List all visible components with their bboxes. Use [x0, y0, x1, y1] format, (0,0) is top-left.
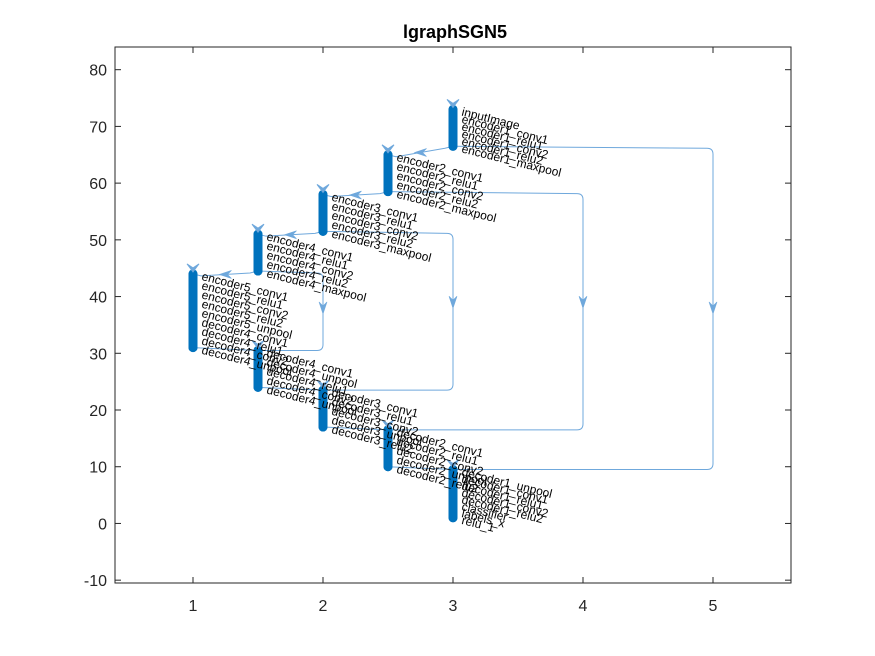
edge-arrowhead — [448, 296, 458, 310]
y-tick-label: 0 — [98, 516, 107, 533]
edge-arrowhead — [283, 230, 297, 240]
node-marker — [318, 226, 328, 236]
flow-edge — [387, 466, 454, 471]
x-tick-label: 5 — [709, 598, 718, 615]
column-entry-arrow — [381, 419, 395, 429]
column-labels: decoder1_unpooldecoder1_conv1decoder1_re… — [460, 465, 553, 535]
flow-edge — [192, 347, 259, 351]
column-entry-arrow — [316, 184, 330, 194]
edge-arrowhead — [218, 270, 232, 279]
node-marker — [448, 513, 458, 523]
skip-edge — [387, 191, 584, 431]
x-tick-label: 1 — [189, 598, 198, 615]
node-marker — [253, 382, 263, 392]
y-tick-label: 50 — [89, 233, 107, 250]
y-tick-label: 20 — [89, 403, 107, 420]
axes: 1 2 3 4 5 -10 0 10 20 30 40 50 60 70 80 — [84, 46, 792, 615]
x-tick-label: 3 — [449, 598, 458, 615]
y-tick-label: 30 — [89, 346, 107, 363]
column-entry-arrow — [186, 263, 200, 273]
edge-arrowhead — [578, 296, 588, 310]
edge-arrowhead — [708, 301, 718, 315]
y-tick-label: 80 — [89, 63, 107, 80]
column-entry-arrow — [446, 459, 460, 469]
column-entry-arrow — [251, 340, 265, 350]
column-entry-arrow — [446, 98, 460, 109]
skip-edge — [322, 230, 454, 391]
node-marker — [383, 462, 393, 472]
node-labels: inputImageencoder1_conv1encoder1_relu1en… — [200, 105, 562, 535]
x-tick-label: 4 — [579, 598, 588, 615]
column-entry-arrow — [316, 379, 330, 389]
edge-arrowhead — [413, 148, 427, 157]
node-marker — [253, 266, 263, 276]
flow-edge — [257, 386, 324, 391]
node-marker — [318, 422, 328, 432]
y-tick-label: -10 — [84, 573, 107, 590]
column-entry-arrow — [251, 223, 265, 234]
node-marker — [448, 141, 458, 151]
chart-title: lgraphSGN5 — [403, 22, 507, 42]
flow-edge — [322, 426, 389, 431]
y-tick-label: 40 — [89, 290, 107, 307]
y-tick-label: 10 — [89, 460, 107, 477]
y-tick-label: 60 — [89, 176, 107, 193]
y-tick-label: 70 — [89, 119, 107, 136]
node-marker — [188, 343, 198, 353]
nodes — [186, 98, 460, 523]
column-entry-arrow — [381, 144, 395, 154]
edges — [192, 145, 718, 471]
node-marker — [383, 187, 393, 197]
edge-arrowhead — [318, 301, 328, 315]
edge-arrowhead — [348, 190, 362, 200]
x-tick-label: 2 — [319, 598, 328, 615]
